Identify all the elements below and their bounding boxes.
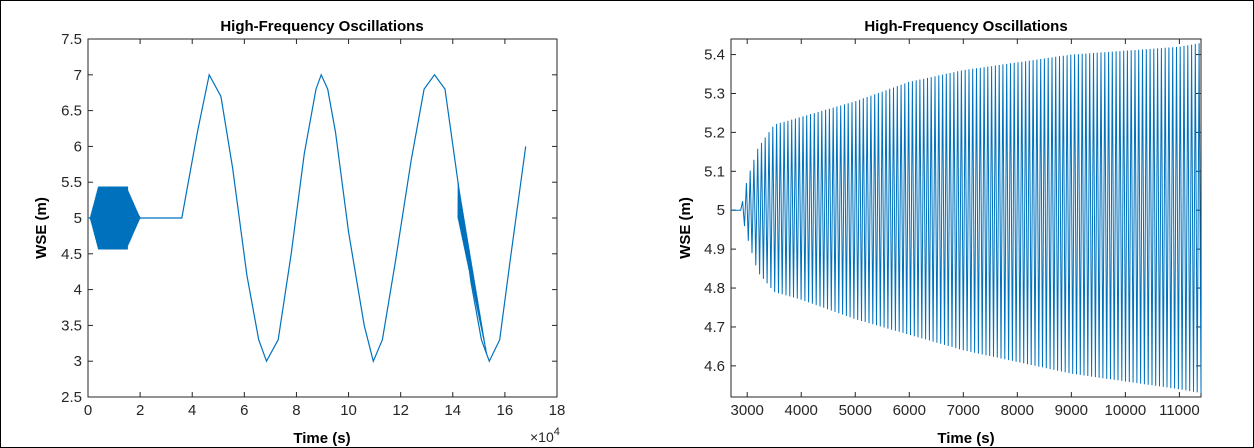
left-y-tick-label: 4.5 (61, 246, 82, 263)
left-x-tick-label: 2 (136, 402, 144, 419)
left-x-tick-label: 6 (240, 402, 248, 419)
left-y-tick-label: 7.5 (61, 31, 82, 48)
left-y-tick-label: 4 (74, 282, 82, 299)
right-y-tick-label: 4.7 (704, 319, 725, 336)
left-x-tick-label: 14 (444, 402, 461, 419)
left-x-tick-label: 0 (84, 402, 92, 419)
left-x-axis-label: Time (s) (293, 430, 350, 447)
right-x-tick-label: 8000 (1001, 402, 1034, 419)
right-plot-area: 3000 4000 5000 6000 7000 8000 9000 10000 11000 4.… (704, 38, 1202, 419)
left-x-tick-label: 18 (549, 402, 566, 419)
left-y-tick-label: 5 (74, 210, 82, 227)
right-y-tick-label: 5.2 (704, 124, 725, 141)
left-y-tick-label: 3.5 (61, 317, 82, 334)
right-x-tick-label: 7000 (947, 402, 980, 419)
left-chart: High-Frequency Oscillations 0 2 4 6 8 10 12 14 1… (33, 18, 565, 447)
left-chart-title: High-Frequency Oscillations (220, 18, 423, 35)
right-x-tick-label: 9000 (1055, 402, 1088, 419)
right-y-tick-label: 4.6 (704, 358, 725, 375)
left-x-exponent-base: ×10 (530, 429, 554, 445)
left-x-tick-label: 16 (497, 402, 514, 419)
left-burst-oscillation-1 (89, 186, 141, 250)
right-y-tick-label: 5.1 (704, 163, 725, 180)
left-x-exponent: ×104 (530, 426, 560, 445)
right-y-tick-label: 5 (717, 202, 725, 219)
right-chart-title: High-Frequency Oscillations (864, 18, 1067, 35)
right-x-tick-label: 3000 (731, 402, 764, 419)
left-y-axis-label: WSE (m) (33, 197, 50, 259)
right-x-tick-label: 6000 (893, 402, 926, 419)
right-y-tick-label: 4.8 (704, 280, 725, 297)
right-x-tick-label: 4000 (785, 402, 818, 419)
right-x-tick-label: 5000 (839, 402, 872, 419)
right-chart: High-Frequency Oscillations 3000 4000 5000… (677, 18, 1202, 447)
left-x-tick-label: 8 (292, 402, 300, 419)
left-y-tick-label: 2.5 (61, 389, 82, 406)
left-y-tick-label: 7 (74, 67, 82, 84)
right-x-tick-label: 11000 (1159, 402, 1200, 419)
right-x-tick-label: 10000 (1105, 402, 1147, 419)
left-x-exponent-power: 4 (554, 426, 560, 438)
left-x-tick-label: 12 (392, 402, 409, 419)
left-y-tick-label: 6.5 (61, 103, 82, 120)
right-y-tick-label: 5.4 (704, 47, 725, 64)
right-y-tick-label: 5.3 (704, 85, 725, 102)
left-x-tick-label: 4 (188, 402, 196, 419)
right-x-axis-label: Time (s) (937, 430, 994, 447)
left-y-tick-label: 3 (74, 353, 82, 370)
right-y-tick-label: 4.9 (704, 241, 725, 258)
right-series-line (731, 43, 1202, 394)
left-y-tick-label: 5.5 (61, 174, 82, 191)
left-plot-area: 0 2 4 6 8 10 12 14 16 18 2.5 3 3.5 4 4.5 5 5.5 6 6.5 7 7.5 (61, 31, 565, 419)
right-y-axis-label: WSE (m) (677, 197, 694, 259)
left-burst-oscillation-2 (457, 183, 488, 355)
left-x-tick-label: 10 (340, 402, 357, 419)
right-axes-box (730, 38, 1202, 398)
left-y-tick-label: 6 (74, 138, 82, 155)
